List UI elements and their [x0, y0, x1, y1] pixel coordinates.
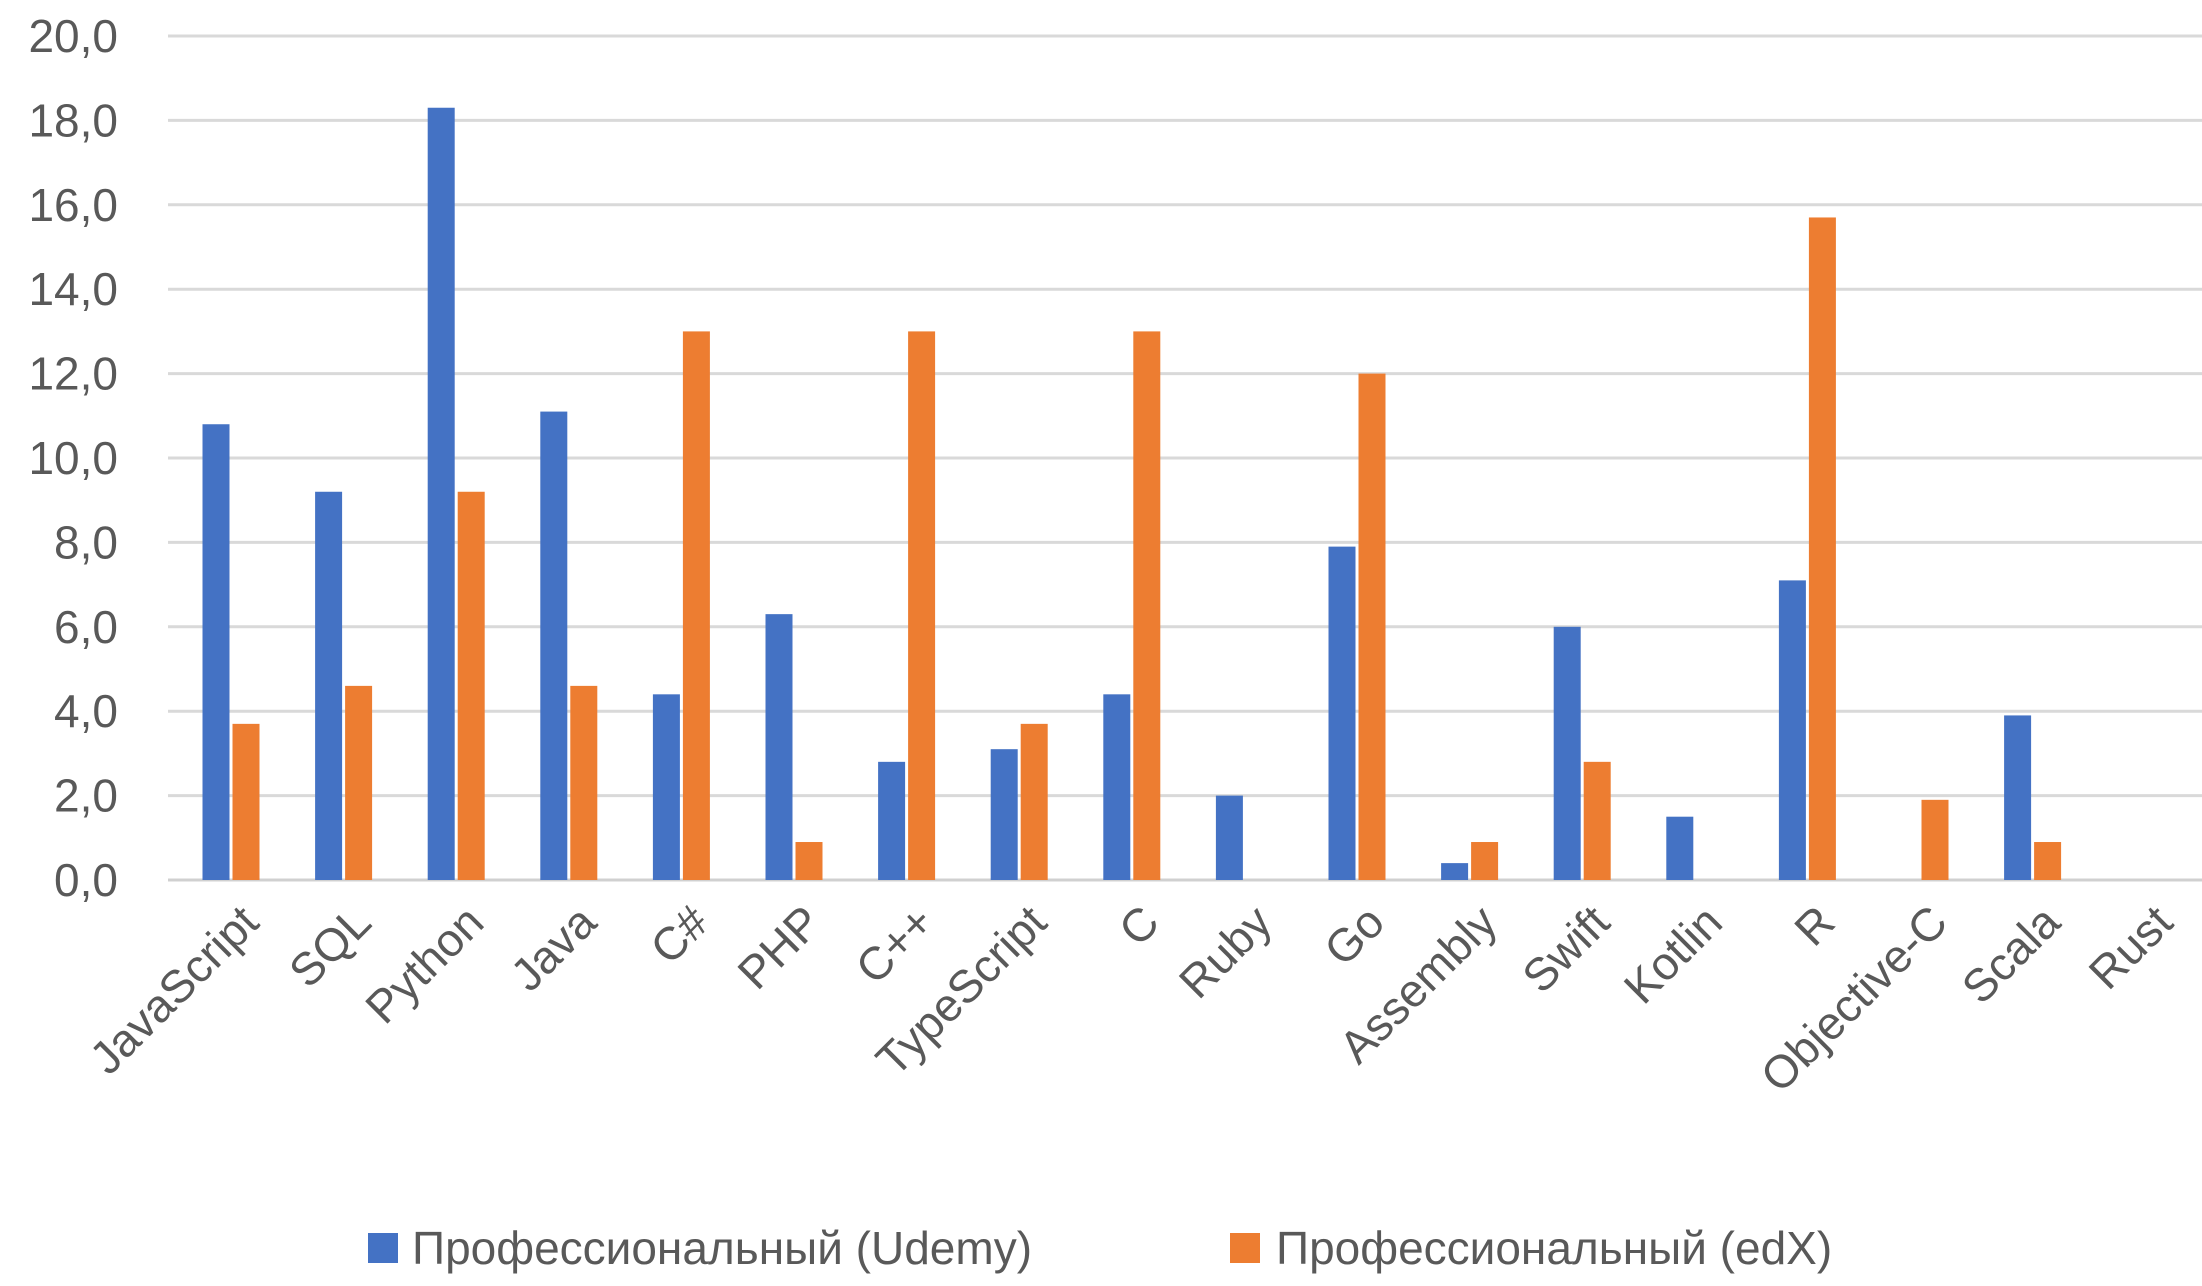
- legend-label-edx: Профессиональный (edX): [1276, 1222, 1832, 1274]
- x-category-label: PHP: [727, 895, 831, 999]
- bar-udemy-java: [540, 411, 568, 880]
- bar-edx-scala: [2034, 842, 2062, 880]
- bar-udemy-assembly: [1441, 863, 1469, 880]
- bar-edx-sql: [345, 685, 373, 880]
- y-tick-label: 10,0: [28, 432, 118, 484]
- bar-edx-typescript: [1020, 723, 1048, 880]
- y-tick-label: 14,0: [28, 263, 118, 315]
- bar-udemy-swift: [1553, 626, 1581, 880]
- y-tick-label: 8,0: [54, 516, 118, 568]
- bar-edx-r: [1808, 217, 1836, 880]
- bar-udemy-ruby: [1215, 795, 1243, 880]
- bar-edx-java: [570, 685, 598, 880]
- y-tick-label: 4,0: [54, 685, 118, 737]
- x-category-label: Ruby: [1169, 895, 1282, 1008]
- bar-udemy-php: [765, 614, 793, 880]
- y-tick-label: 12,0: [28, 348, 118, 400]
- bar-edx-python: [457, 491, 485, 880]
- bar-edx-go: [1358, 373, 1386, 880]
- bar-udemy-scala: [2004, 715, 2032, 880]
- y-axis-ticks: 0,0 2,0 4,0 6,0 8,0 10,0 12,0 14,0 16,0 18,0 20,0: [28, 10, 118, 906]
- bar-udemy-sql: [315, 491, 343, 880]
- bar-udemy-c-: [878, 761, 906, 880]
- bar-edx-c: [1133, 331, 1161, 880]
- bar-udemy-go: [1328, 546, 1356, 880]
- bar-edx-php: [795, 842, 823, 880]
- x-category-label: R: [1784, 895, 1844, 955]
- bar-edx-c-: [682, 331, 710, 880]
- gridlines: [168, 34, 2202, 882]
- x-category-label: Objective-C: [1750, 895, 1957, 1102]
- y-tick-label: 20,0: [28, 10, 118, 62]
- x-category-label: Python: [355, 895, 493, 1033]
- legend-label-udemy: Профессиональный (Udemy): [412, 1222, 1032, 1274]
- x-category-label: SQL: [279, 895, 381, 997]
- legend-swatch-edx: [1230, 1233, 1260, 1263]
- bar-udemy-kotlin: [1666, 816, 1694, 880]
- x-category-label: C#: [640, 895, 719, 974]
- y-tick-label: 18,0: [28, 94, 118, 146]
- legend-swatch-udemy: [368, 1233, 398, 1263]
- bar-edx-c-: [908, 331, 936, 880]
- x-category-label: Go: [1314, 895, 1394, 975]
- x-category-label: Scala: [1952, 895, 2070, 1013]
- y-tick-label: 6,0: [54, 601, 118, 653]
- bar-udemy-c: [1103, 694, 1131, 880]
- bar-udemy-c-: [652, 694, 680, 880]
- legend: Профессиональный (Udemy) Профессиональный…: [368, 1222, 1832, 1274]
- bar-edx-javascript: [232, 723, 260, 880]
- x-category-label: Kotlin: [1614, 895, 1732, 1013]
- x-category-label: JavaScript: [79, 895, 268, 1084]
- x-category-label: C++: [845, 895, 943, 993]
- bar-udemy-python: [427, 107, 455, 881]
- x-category-label: Swift: [1512, 895, 1619, 1002]
- x-category-label: Rust: [2079, 895, 2183, 999]
- bar-edx-swift: [1583, 761, 1611, 880]
- bar-edx-assembly: [1471, 842, 1499, 880]
- y-tick-label: 16,0: [28, 179, 118, 231]
- y-tick-label: 0,0: [54, 854, 118, 906]
- y-tick-label: 2,0: [54, 770, 118, 822]
- x-category-label: C: [1109, 895, 1169, 955]
- bar-udemy-javascript: [202, 424, 230, 880]
- bar-edx-objective-c: [1921, 799, 1949, 880]
- x-category-label: Java: [500, 895, 606, 1001]
- bars: [202, 107, 2062, 881]
- bar-udemy-r: [1778, 580, 1806, 880]
- bar-udemy-typescript: [990, 749, 1018, 880]
